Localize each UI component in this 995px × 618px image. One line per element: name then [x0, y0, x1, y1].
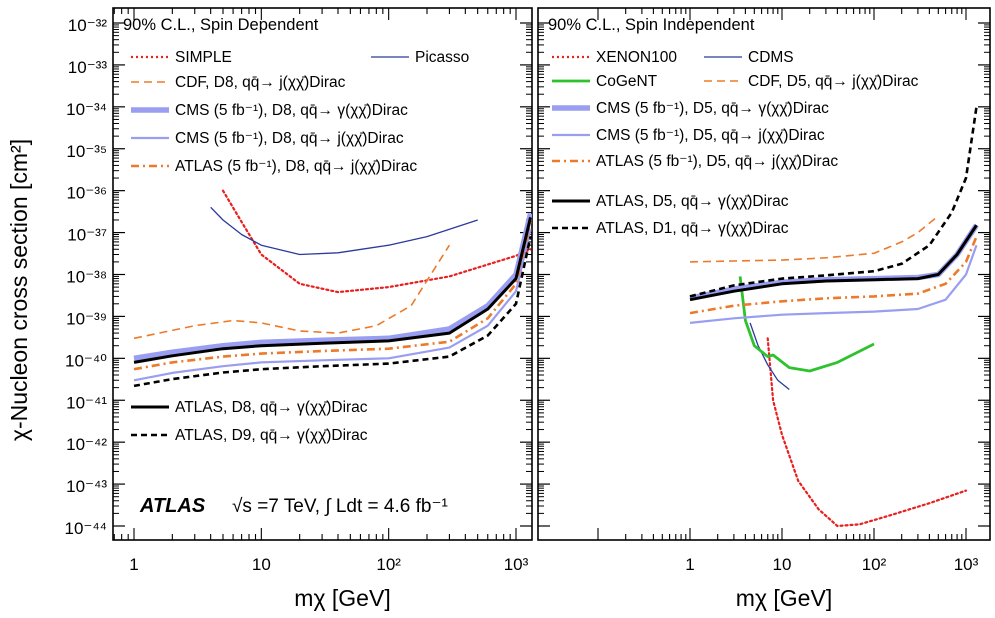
x-axis-label: mχ [GeV] — [736, 585, 832, 611]
series-line-cdf-d5-qq-j-dirac — [689, 215, 939, 263]
legend-label: CMS (5 fb⁻¹), D8, qq̄→ γ(χχ̄)Dirac — [175, 102, 408, 119]
atlas-label: ATLAS — [139, 495, 206, 517]
legend-label: ATLAS, D9, qq̄→ γ(χχ̄)Dirac — [175, 427, 368, 444]
legend-label: CoGeNT — [596, 73, 658, 90]
series-line-cogent — [738, 276, 875, 373]
x-tick-label: 10² — [376, 555, 401, 574]
series-line-atlas-5-fb-d8-qq-j-dirac — [133, 221, 532, 371]
series-line-cdf-d8-qq-j-dirac — [133, 244, 451, 340]
x-tick-label: 1 — [129, 555, 138, 574]
legend-label: XENON100 — [596, 49, 677, 66]
y-tick-label: 10⁻³⁹ — [66, 309, 107, 328]
y-tick-label: 10⁻⁴² — [66, 435, 107, 454]
x-axis-label: mχ [GeV] — [294, 585, 390, 611]
x-tick-label: 10 — [773, 555, 792, 574]
series-line-simple — [221, 189, 532, 294]
legend-label: CMS (5 fb⁻¹), D8, qq̄→ j(χχ̄)Dirac — [175, 130, 404, 147]
series-line-atlas-5-fb-d5-qq-j-dirac — [689, 236, 978, 315]
legend-label: CMS (5 fb⁻¹), D5, qq̄→ γ(χχ̄)Dirac — [596, 100, 829, 117]
panel-title: 90% C.L., Spin Independent — [548, 16, 755, 34]
curves — [133, 189, 532, 388]
panel-spin-independent: 1 10 10² 10³ mχ [GeV] 90% C.L., Spin Independ… — [537, 7, 991, 611]
legend-label: ATLAS (5 fb⁻¹), D8, qq̄→ j(χχ̄)Dirac — [175, 158, 417, 175]
series-line-atlas-d9-qq-dirac — [133, 236, 532, 388]
panel-spin-dependent: 10⁻³² 10⁻³³ 10⁻³⁴ 10⁻³⁵ 10⁻³⁶ 10⁻³⁷ 10⁻³⁸ 10⁻³⁹… — [65, 7, 533, 611]
y-axis-label: χ-Nucleon cross section [cm²] — [6, 139, 32, 441]
x-tick-label: 10 — [252, 555, 271, 574]
y-tick-label: 10⁻³⁷ — [67, 226, 107, 245]
x-tick-label: 1 — [685, 555, 694, 574]
y-tick-label: 10⁻⁴¹ — [66, 393, 107, 412]
legend-label: CMS (5 fb⁻¹), D5, qq̄→ j(χχ̄)Dirac — [596, 127, 825, 144]
series-line-xenon100 — [766, 337, 968, 528]
y-tick-label: 10⁻³⁴ — [66, 100, 107, 119]
legend-label: SIMPLE — [175, 49, 232, 66]
series-line-cms-5-fb-d8-qq-j-dirac — [133, 229, 532, 382]
legend-label: CDMS — [748, 49, 794, 66]
legend-label: ATLAS (5 fb⁻¹), D5, qq̄→ j(χχ̄)Dirac — [596, 153, 838, 170]
y-tick-label: 10⁻⁴³ — [66, 477, 107, 496]
legend-label: Picasso — [415, 49, 469, 66]
series-line-picasso — [210, 206, 478, 256]
series-line-atlas-d8-qq-dirac — [133, 217, 532, 364]
panel-title: 90% C.L., Spin Dependent — [123, 16, 319, 34]
x-tick-label: 10³ — [504, 555, 529, 574]
legend-label: CDF, D8, qq̄→ j(χχ̄)Dirac — [175, 74, 346, 91]
y-tick-label: 10⁻⁴⁰ — [65, 351, 107, 370]
legend-label: ATLAS, D8, qq̄→ γ(χχ̄)Dirac — [175, 399, 368, 416]
series-line-atlas-d5-qq-dirac — [689, 224, 978, 302]
x-tick-label: 10² — [862, 555, 887, 574]
y-tick-label: 10⁻⁴⁴ — [65, 519, 108, 538]
curves — [689, 106, 979, 528]
series-line-cms-5-fb-d8-qq-dirac — [133, 213, 532, 362]
legend-label: ATLAS, D1, qq̄→ γ(χχ̄)Dirac — [596, 220, 789, 237]
energy-label: √s =7 TeV, ∫ Ldt = 4.6 fb⁻¹ — [232, 496, 448, 517]
x-tick-label: 10³ — [954, 555, 979, 574]
atlas-label-group: ATLAS √s =7 TeV, ∫ Ldt = 4.6 fb⁻¹ — [139, 495, 448, 517]
y-tick-label: 10⁻³² — [68, 16, 108, 35]
y-tick-label: 10⁻³³ — [68, 58, 108, 77]
series-line-cdms — [749, 322, 790, 391]
series-line-cms-5-fb-d5-qq-j-dirac — [689, 244, 978, 324]
y-tick-label: 10⁻³⁸ — [66, 268, 107, 287]
legend-label: CDF, D5, qq̄→ j(χχ̄)Dirac — [748, 73, 919, 90]
y-tick-label: 10⁻³⁵ — [66, 142, 107, 161]
legend-label: ATLAS, D5, qq̄→ γ(χχ̄)Dirac — [596, 193, 789, 210]
y-tick-label: 10⁻³⁶ — [66, 184, 107, 203]
series-line-atlas-d1-qq-dirac — [689, 106, 978, 298]
